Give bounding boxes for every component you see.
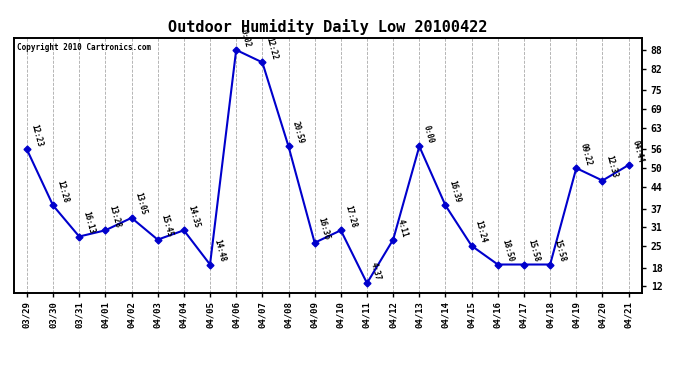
Text: 0:00: 0:00: [422, 124, 435, 145]
Text: 13:05: 13:05: [134, 192, 148, 216]
Text: 12:22: 12:22: [264, 36, 279, 61]
Text: 13:24: 13:24: [474, 220, 489, 244]
Text: 14:48: 14:48: [212, 238, 227, 263]
Text: 17:28: 17:28: [343, 204, 357, 229]
Title: Outdoor Humidity Daily Low 20100422: Outdoor Humidity Daily Low 20100422: [168, 19, 487, 35]
Text: 12:28: 12:28: [55, 179, 70, 204]
Text: Copyright 2010 Cartronics.com: Copyright 2010 Cartronics.com: [17, 43, 151, 52]
Text: 4:11: 4:11: [395, 218, 408, 238]
Text: 0:02: 0:02: [238, 28, 252, 48]
Text: 12:23: 12:23: [29, 123, 43, 148]
Text: 18:50: 18:50: [500, 238, 515, 263]
Text: 15:58: 15:58: [552, 238, 567, 263]
Text: 13:28: 13:28: [108, 204, 122, 229]
Text: 16:39: 16:39: [448, 179, 462, 204]
Text: 20:59: 20:59: [290, 120, 305, 145]
Text: 12:33: 12:33: [604, 154, 619, 179]
Text: 09:22: 09:22: [578, 142, 593, 166]
Text: 15:58: 15:58: [526, 238, 541, 263]
Text: 16:36: 16:36: [317, 216, 331, 241]
Text: 14:35: 14:35: [186, 204, 201, 229]
Text: 15:45: 15:45: [160, 213, 175, 238]
Text: 04:44: 04:44: [631, 139, 645, 164]
Text: 4:37: 4:37: [369, 261, 382, 282]
Text: 16:13: 16:13: [81, 210, 96, 235]
